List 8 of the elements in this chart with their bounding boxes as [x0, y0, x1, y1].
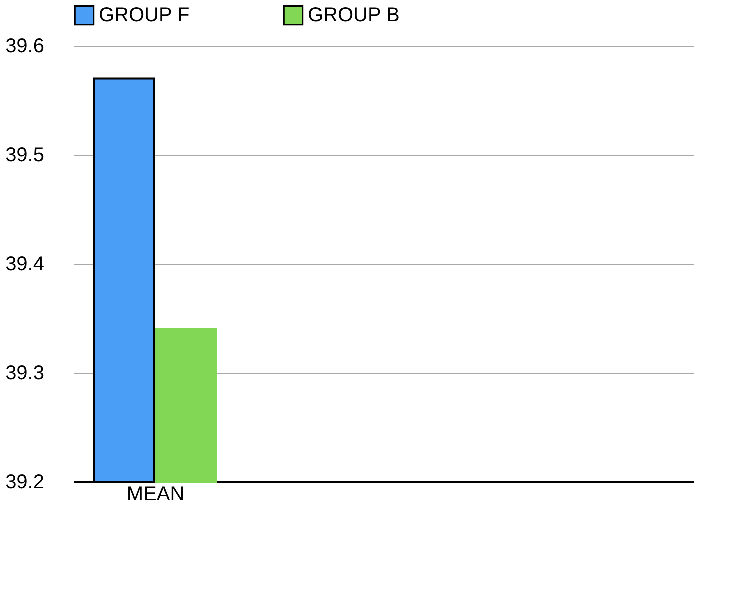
x-tick-label: MEAN: [126, 484, 185, 506]
y-tick-label: 39.5: [6, 144, 44, 166]
y-tick-label: 39.4: [6, 254, 44, 276]
y-tick-label: 39.3: [6, 362, 44, 384]
legend-label: GROUP B: [308, 4, 400, 27]
y-tick-label: 39.2: [6, 472, 44, 494]
legend-label: GROUP F: [99, 4, 190, 27]
y-tick-label: 39.6: [6, 36, 44, 58]
